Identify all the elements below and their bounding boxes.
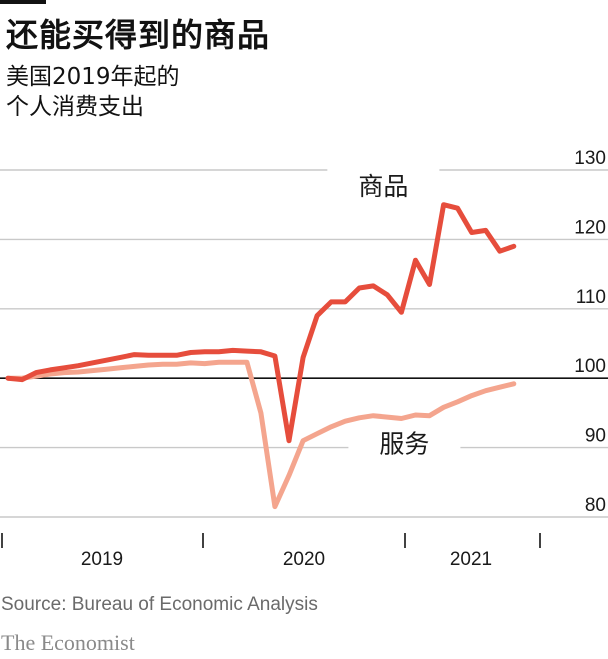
x-tick-label-2019: 2019 xyxy=(81,549,123,570)
top-accent-bar xyxy=(0,0,46,4)
subtitle-line-1: 美国2019年起的 xyxy=(6,64,180,90)
chart-title: 还能买得到的商品 xyxy=(6,16,271,54)
chart-subtitle: 美国2019年起的 个人消费支出 xyxy=(6,62,180,122)
subtitle-line-2: 个人消费支出 xyxy=(6,94,144,120)
goods-label-knockout xyxy=(327,168,440,205)
x-tick-label-2020: 2020 xyxy=(283,549,325,570)
series-line-services xyxy=(5,359,517,510)
y-tick-label-80: 80 xyxy=(585,495,606,516)
brand-logo-text: The Economist xyxy=(1,630,135,655)
y-tick-label-130: 130 xyxy=(574,148,606,169)
y-tick-label-90: 90 xyxy=(585,426,606,447)
series-label-goods: 商品 xyxy=(358,172,408,201)
services-label-knockout xyxy=(348,426,461,463)
y-tick-label-100: 100 xyxy=(574,356,606,377)
y-tick-label-110: 110 xyxy=(576,287,606,308)
x-tick-label-2021: 2021 xyxy=(450,549,492,570)
series-line-goods xyxy=(5,202,517,444)
source-note: Source: Bureau of Economic Analysis xyxy=(1,594,318,615)
y-tick-label-120: 120 xyxy=(574,217,606,238)
series-label-services: 服务 xyxy=(379,429,429,458)
